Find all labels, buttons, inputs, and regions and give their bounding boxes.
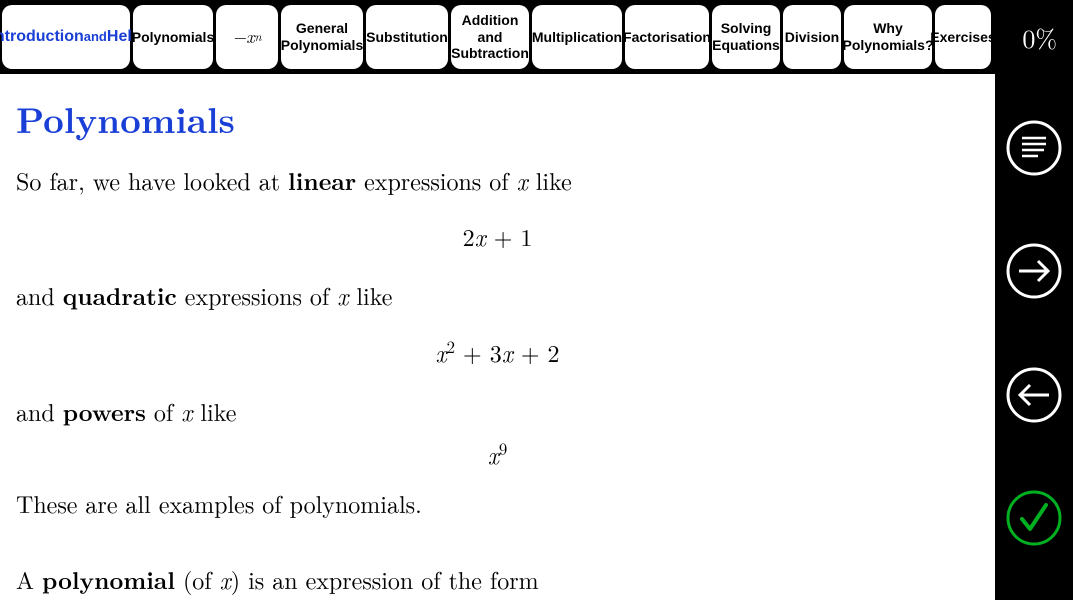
tab-10[interactable]: WhyPolynomials? bbox=[844, 5, 932, 69]
text-line-3: and powers of x like bbox=[16, 393, 979, 430]
progress-label: 0% bbox=[1022, 19, 1057, 56]
back-icon[interactable] bbox=[1004, 365, 1064, 425]
equation-3: x9 bbox=[16, 436, 979, 471]
tab-8[interactable]: SolvingEquations bbox=[712, 5, 780, 69]
tab-7[interactable]: Factorisation bbox=[625, 5, 709, 69]
equation-2: x2 + 3x + 2 bbox=[16, 334, 979, 369]
tab-6[interactable]: Multiplication bbox=[532, 5, 622, 69]
tab-2[interactable]: −xn bbox=[216, 5, 278, 69]
tab-0[interactable]: IntroductionandHelp bbox=[2, 5, 130, 69]
tab-1[interactable]: Polynomials bbox=[133, 5, 213, 69]
tab-5[interactable]: AdditionandSubtraction bbox=[451, 5, 529, 69]
text-line-5: A polynomial (of x) is an expression of … bbox=[16, 561, 979, 598]
content-area: Polynomials So far, we have looked at li… bbox=[0, 74, 995, 600]
menu-icon[interactable] bbox=[1004, 118, 1064, 178]
sidebar bbox=[995, 74, 1073, 600]
page-title: Polynomials bbox=[16, 92, 979, 144]
text-line-1: So far, we have looked at linear express… bbox=[16, 162, 979, 199]
next-icon[interactable] bbox=[1004, 241, 1064, 301]
text-line-2: and quadratic expressions of x like bbox=[16, 277, 979, 314]
tab-9[interactable]: Division bbox=[783, 5, 841, 69]
tab-3[interactable]: GeneralPolynomials bbox=[281, 5, 363, 69]
tab-11[interactable]: Exercises bbox=[935, 5, 991, 69]
check-icon[interactable] bbox=[1004, 488, 1064, 548]
equation-1: 2x + 1 bbox=[16, 219, 979, 253]
text-line-4: These are all examples of polynomials. bbox=[16, 485, 979, 521]
topbar: IntroductionandHelpPolynomials−xnGeneral… bbox=[0, 0, 1073, 74]
tab-4[interactable]: Substitution bbox=[366, 5, 448, 69]
